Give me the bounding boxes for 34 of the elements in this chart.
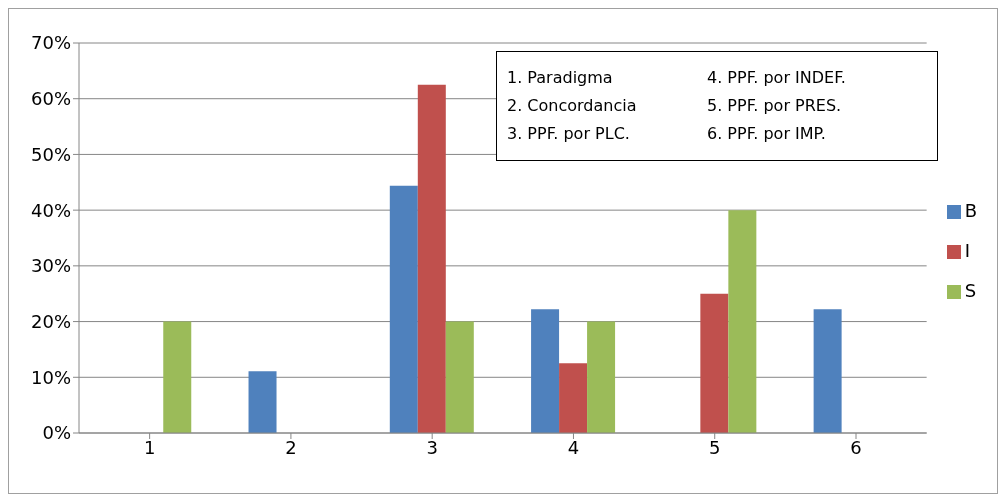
bar — [248, 371, 277, 433]
annotation: 6. PPF. por IMP. — [707, 123, 827, 145]
bar — [531, 309, 560, 433]
bar — [559, 363, 588, 433]
x-tick-label: 3 — [426, 436, 438, 458]
bar — [700, 293, 729, 433]
annotation: 3. PPF. por PLC. — [507, 123, 631, 145]
x-tick-label: 4 — [567, 436, 580, 458]
bar — [587, 321, 616, 433]
legend-label: S — [964, 280, 977, 301]
x-tick-label: 2 — [285, 436, 297, 458]
y-tick-label: 30% — [30, 255, 71, 277]
bar — [163, 321, 192, 433]
y-tick-label: 70% — [30, 32, 71, 54]
legend-label: I — [964, 240, 970, 261]
y-tick-label: 0% — [42, 422, 71, 444]
y-tick-label: 50% — [30, 143, 71, 165]
x-tick-label: 6 — [850, 436, 862, 458]
annotation: 2. Concordancia — [507, 95, 638, 117]
legend-label: B — [964, 200, 977, 221]
x-tick-label: 5 — [709, 436, 721, 458]
annotation: 1. Paradigma — [507, 67, 614, 89]
bar — [445, 321, 474, 433]
y-tick-label: 60% — [30, 88, 71, 110]
annotation: 4. PPF. por INDEF. — [707, 67, 846, 89]
x-tick-label: 1 — [143, 436, 156, 458]
annotation: 5. PPF. por PRES. — [707, 95, 843, 117]
bar — [728, 210, 757, 433]
y-tick-label: 20% — [30, 310, 71, 332]
bar — [813, 309, 842, 433]
bar — [417, 84, 446, 433]
bar — [389, 185, 418, 433]
y-tick-label: 10% — [30, 366, 71, 388]
y-tick-label: 40% — [30, 199, 71, 221]
